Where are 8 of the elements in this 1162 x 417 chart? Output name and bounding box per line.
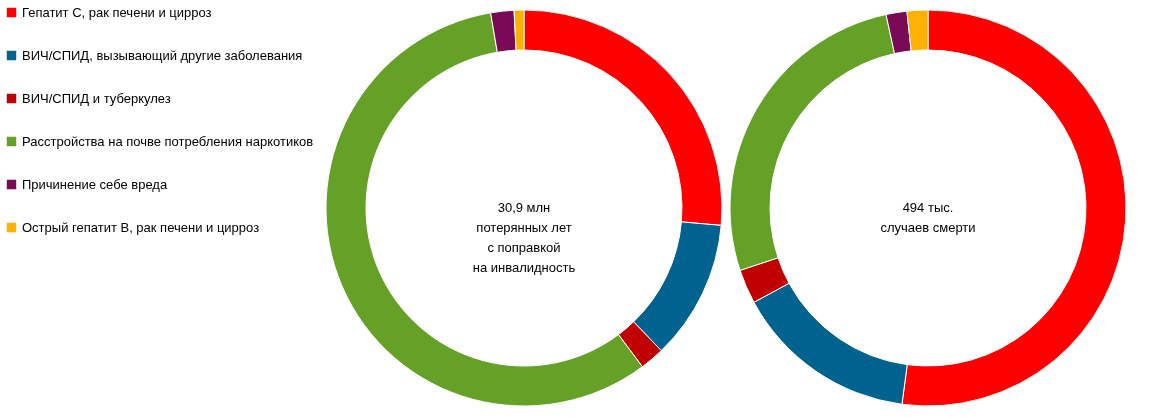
legend-label: ВИЧ/СПИД, вызывающий другие заболевания [22,47,303,63]
legend-label: Острый гепатит В, рак печени и цирроз [22,219,260,235]
legend-label: Гепатит С, рак печени и цирроз [22,4,212,20]
text: 30,9 млн потерянных лет с поправкой на инвалидность [472,200,576,275]
legend-label: Расстройства на почве потребления наркотиков [22,133,314,149]
legend-label: Причинение себе вреда [22,176,168,192]
legend-label: ВИЧ/СПИД и туберкулез [22,90,171,106]
text: 494 тыс. случаев смерти [880,200,976,235]
